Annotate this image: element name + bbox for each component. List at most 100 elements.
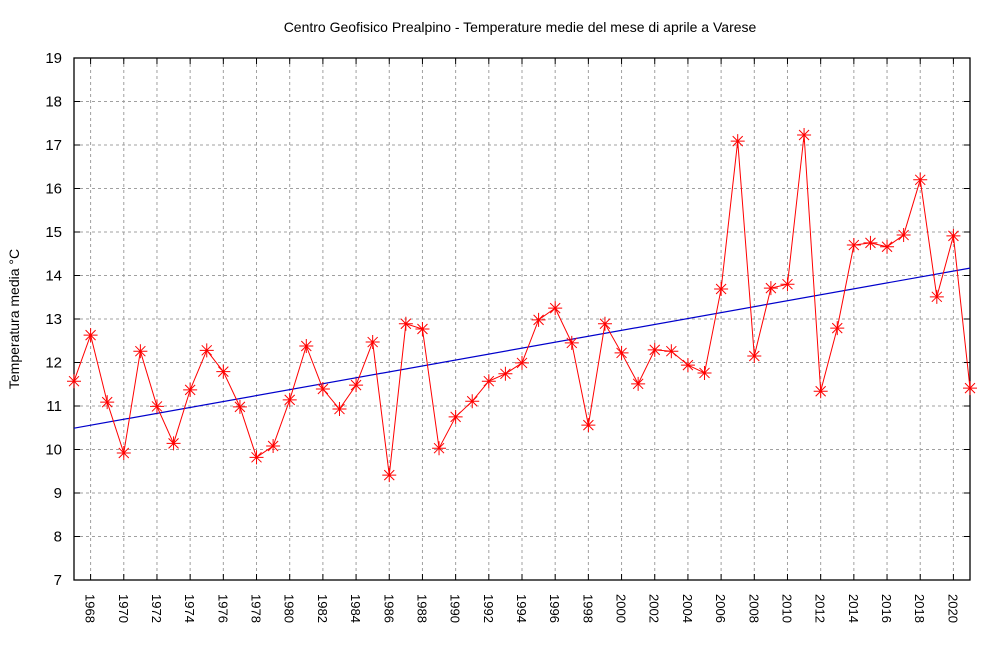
- y-tick-label: 18: [45, 94, 62, 111]
- data-point-marker: [531, 312, 546, 327]
- star-marker-icon: [896, 228, 911, 243]
- star-marker-icon: [100, 395, 115, 410]
- star-marker-icon: [680, 358, 695, 373]
- data-point-marker: [880, 239, 895, 254]
- y-tick-label: 17: [45, 137, 62, 154]
- x-tick-label: 1996: [547, 594, 562, 623]
- data-point-marker: [680, 358, 695, 373]
- star-marker-icon: [797, 127, 812, 142]
- data-point-marker: [763, 281, 778, 296]
- data-point-marker: [332, 402, 347, 417]
- y-tick-label: 12: [45, 355, 62, 372]
- star-marker-icon: [614, 345, 629, 360]
- data-point-marker: [67, 374, 81, 389]
- data-point-marker: [448, 409, 463, 424]
- data-point-marker: [349, 378, 364, 393]
- data-point-marker: [382, 468, 397, 483]
- x-tick-label: 1992: [481, 594, 496, 623]
- data-point-marker: [100, 395, 115, 410]
- star-marker-icon: [780, 277, 795, 292]
- data-point-marker: [266, 439, 281, 454]
- x-tick-label: 1986: [381, 594, 396, 623]
- star-marker-icon: [846, 238, 861, 253]
- x-tick-label: 1988: [414, 594, 429, 623]
- data-point-marker: [846, 238, 861, 253]
- trend-layer: [73, 267, 971, 429]
- star-marker-icon: [631, 376, 646, 391]
- star-marker-icon: [647, 342, 662, 357]
- x-tick-label: 1984: [348, 594, 363, 623]
- data-point-marker: [183, 382, 198, 397]
- x-tick-label: 2020: [945, 594, 960, 623]
- star-marker-icon: [813, 384, 828, 399]
- star-marker-icon: [763, 281, 778, 296]
- star-marker-icon: [299, 338, 314, 353]
- star-marker-icon: [216, 364, 231, 379]
- data-point-marker: [697, 365, 712, 380]
- data-point-marker: [133, 344, 148, 359]
- data-point-marker: [432, 441, 447, 456]
- data-point-marker: [83, 328, 98, 343]
- data-point-marker: [564, 335, 579, 350]
- star-marker-icon: [282, 392, 297, 407]
- star-marker-icon: [830, 321, 845, 336]
- star-marker-icon: [83, 328, 98, 343]
- y-tick-label: 13: [45, 311, 62, 328]
- y-tick-label: 10: [45, 442, 62, 459]
- x-tick-label: 1980: [282, 594, 297, 623]
- axis-layer: 7 8 9 10 11 12 13 14 15 16 17 18 19 1968 1970 1972 1974 1…: [45, 50, 971, 623]
- y-tick-label: 7: [54, 572, 62, 589]
- star-marker-icon: [597, 316, 612, 331]
- data-point-marker: [481, 374, 496, 389]
- star-marker-icon: [67, 374, 81, 389]
- data-point-marker: [747, 348, 762, 363]
- data-point-marker: [581, 418, 596, 433]
- data-point-marker: [614, 345, 629, 360]
- x-tick-label: 1982: [315, 594, 330, 623]
- data-point-marker: [813, 384, 828, 399]
- data-point-marker: [365, 335, 380, 350]
- x-tick-label: 2012: [813, 594, 828, 623]
- star-marker-icon: [714, 281, 729, 296]
- x-tick-label: 2010: [779, 594, 794, 623]
- y-tick-label: 14: [45, 268, 62, 285]
- star-marker-icon: [166, 436, 181, 451]
- x-tick-label: 2008: [746, 594, 761, 623]
- data-point-marker: [166, 436, 181, 451]
- star-marker-icon: [349, 378, 364, 393]
- star-marker-icon: [564, 335, 579, 350]
- x-tick-label: 2002: [647, 594, 662, 623]
- grid-layer: [74, 58, 970, 580]
- star-marker-icon: [946, 228, 961, 243]
- x-tick-label: 1976: [215, 594, 230, 623]
- star-marker-icon: [183, 382, 198, 397]
- star-marker-icon: [232, 399, 247, 414]
- x-tick-label: 2006: [713, 594, 728, 623]
- chart-title: Centro Geofisico Prealpino - Temperature…: [284, 19, 757, 35]
- x-tick-label: 1994: [514, 594, 529, 623]
- data-point-marker: [597, 316, 612, 331]
- data-point-marker: [631, 376, 646, 391]
- y-tick-label: 15: [45, 224, 62, 241]
- data-point-marker: [830, 321, 845, 336]
- star-marker-icon: [531, 312, 546, 327]
- star-marker-icon: [432, 441, 447, 456]
- data-point-marker: [116, 445, 131, 460]
- data-point-marker: [946, 228, 961, 243]
- star-marker-icon: [398, 316, 413, 331]
- x-tick-label: 1968: [83, 594, 98, 623]
- y-tick-label: 16: [45, 181, 62, 198]
- data-point-marker: [780, 277, 795, 292]
- star-marker-icon: [913, 172, 928, 187]
- star-marker-icon: [249, 450, 264, 465]
- star-marker-icon: [548, 301, 563, 316]
- star-marker-icon: [365, 335, 380, 350]
- x-tick-label: 2016: [879, 594, 894, 623]
- data-point-marker: [398, 316, 413, 331]
- star-marker-icon: [929, 289, 944, 304]
- star-marker-icon: [581, 418, 596, 433]
- y-axis-label: Temperatura media °C: [6, 249, 22, 389]
- data-point-marker: [415, 322, 430, 337]
- star-marker-icon: [315, 382, 330, 397]
